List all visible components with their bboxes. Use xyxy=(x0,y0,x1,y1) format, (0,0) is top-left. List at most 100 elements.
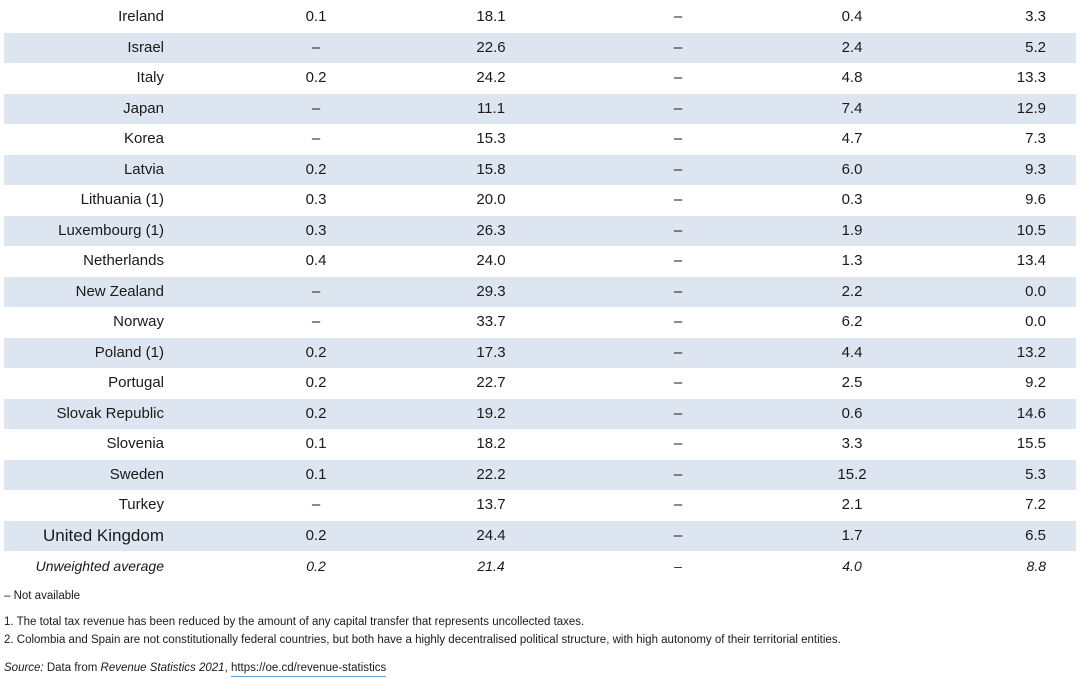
value-cell: – xyxy=(673,160,683,178)
value-cell: – xyxy=(673,99,683,117)
table-row: Israel – 22.6 – 2.4 5.2 xyxy=(4,32,1076,63)
value-cell: 3.3 xyxy=(1025,8,1046,25)
value-cell: 15.3 xyxy=(476,130,506,147)
value-cell: 18.1 xyxy=(476,8,506,25)
value-cell: 0.1 xyxy=(305,435,327,452)
value-cell: 15.2 xyxy=(837,465,867,483)
value-cell: 13.3 xyxy=(1016,69,1046,86)
value-cell: 0.3 xyxy=(305,191,327,208)
table-row: Portugal 0.2 22.7 – 2.5 9.2 xyxy=(4,368,1076,399)
value-cell: 26.3 xyxy=(476,221,506,239)
value-cell: – xyxy=(673,404,683,422)
value-cell: 1.3 xyxy=(841,252,863,269)
value-cell: 24.0 xyxy=(476,252,506,269)
not-available-note: – Not available xyxy=(4,590,81,602)
value-cell: – xyxy=(673,252,683,269)
value-cell: 21.4 xyxy=(477,558,505,574)
value-cell: 7.3 xyxy=(1025,130,1046,147)
country-cell: Italy xyxy=(136,69,164,86)
value-cell: – xyxy=(673,313,683,330)
country-cell: Norway xyxy=(113,313,164,330)
value-cell: 0.3 xyxy=(841,191,863,208)
table-row: Italy 0.2 24.2 – 4.8 13.3 xyxy=(4,63,1076,94)
country-cell: New Zealand xyxy=(75,282,164,300)
value-cell: 8.8 xyxy=(1026,558,1046,574)
value-cell: 6.5 xyxy=(1025,526,1046,544)
country-cell: Luxembourg (1) xyxy=(58,221,164,239)
value-cell: 9.3 xyxy=(1025,160,1046,178)
value-cell: 0.2 xyxy=(305,374,327,391)
country-cell: Turkey xyxy=(118,496,164,513)
value-cell: – xyxy=(311,99,321,117)
value-cell: 15.8 xyxy=(476,160,506,178)
country-cell: Lithuania (1) xyxy=(80,191,164,208)
value-cell: 0.2 xyxy=(305,160,327,178)
value-cell: – xyxy=(673,496,683,513)
value-cell: 0.2 xyxy=(306,558,326,574)
value-cell: 6.0 xyxy=(841,160,863,178)
country-cell: Netherlands xyxy=(83,252,164,269)
value-cell: 1.9 xyxy=(841,221,863,239)
value-cell: – xyxy=(673,282,683,300)
value-cell: 4.4 xyxy=(841,343,863,361)
value-cell: 13.2 xyxy=(1016,343,1046,361)
value-cell: 0.2 xyxy=(305,526,327,544)
value-cell: 33.7 xyxy=(476,313,506,330)
value-cell: 22.7 xyxy=(476,374,506,391)
value-cell: 5.2 xyxy=(1025,38,1046,56)
value-cell: 19.2 xyxy=(476,404,506,422)
country-cell: Korea xyxy=(123,130,164,147)
value-cell: 0.2 xyxy=(305,404,327,422)
value-cell: 20.0 xyxy=(476,191,506,208)
value-cell: – xyxy=(311,313,321,330)
value-cell: 24.2 xyxy=(476,69,506,86)
revenue-table: Ireland 0.1 18.1–0.4 3.3 Israel –22.6–2.4 5.2 I… xyxy=(4,2,1076,582)
value-cell: 0.3 xyxy=(305,221,327,239)
value-cell: 4.8 xyxy=(841,69,863,86)
value-cell: – xyxy=(673,526,683,544)
footnote-2: 2. Colombia and Spain are not constituti… xyxy=(4,634,841,646)
table-row: Sweden 0.1 22.2 – 15.2 5.3 xyxy=(4,459,1076,490)
value-cell: 2.1 xyxy=(841,496,863,513)
value-cell: 17.3 xyxy=(476,343,506,361)
value-cell: – xyxy=(311,38,321,56)
table-row: Slovak Republic 0.2 19.2 – 0.6 14.6 xyxy=(4,398,1076,429)
source-separator: , xyxy=(224,662,231,674)
source-label: Source: xyxy=(4,662,44,674)
value-cell: 22.6 xyxy=(476,38,506,56)
value-cell: 0.4 xyxy=(305,252,327,269)
value-cell: – xyxy=(311,130,321,147)
source-link[interactable]: https://oe.cd/revenue-statistics xyxy=(230,662,387,677)
value-cell: 7.2 xyxy=(1025,496,1046,513)
value-cell: 4.0 xyxy=(842,558,862,574)
value-cell: 18.2 xyxy=(476,435,506,452)
value-cell: 2.4 xyxy=(841,38,863,56)
value-cell: 0.0 xyxy=(1025,282,1046,300)
table-row: Luxembourg (1) 0.3 26.3 – 1.9 10.5 xyxy=(4,215,1076,246)
country-cell: Slovenia xyxy=(106,435,164,452)
value-cell: 0.2 xyxy=(305,343,327,361)
table-row: Korea – 15.3 – 4.7 7.3 xyxy=(4,124,1076,155)
table-row: Poland (1) 0.2 17.3 – 4.4 13.2 xyxy=(4,337,1076,368)
value-cell: 0.2 xyxy=(305,69,327,86)
value-cell: 0.4 xyxy=(841,8,863,25)
value-cell: 0.1 xyxy=(305,8,327,25)
value-cell: – xyxy=(673,38,683,56)
value-cell: 2.2 xyxy=(841,282,863,300)
value-cell: 12.9 xyxy=(1016,99,1046,117)
value-cell: 0.6 xyxy=(841,404,863,422)
value-cell: – xyxy=(673,435,683,452)
value-cell: 9.2 xyxy=(1025,374,1046,391)
source-line: Source: Data from Revenue Statistics 202… xyxy=(4,662,387,677)
value-cell: 14.6 xyxy=(1016,404,1046,422)
country-cell: Ireland xyxy=(118,8,164,25)
value-cell: 6.2 xyxy=(841,313,863,330)
value-cell: 11.1 xyxy=(476,99,506,117)
source-publication: Revenue Statistics 2021 xyxy=(100,662,225,674)
value-cell: 0.0 xyxy=(1025,313,1046,330)
value-cell: 13.7 xyxy=(476,496,506,513)
value-cell: – xyxy=(673,465,683,483)
value-cell: – xyxy=(673,130,683,147)
table-row: Turkey – 13.7 – 2.1 7.2 xyxy=(4,490,1076,521)
table-row: Ireland 0.1 18.1 – 0.4 3.3 xyxy=(4,2,1076,33)
